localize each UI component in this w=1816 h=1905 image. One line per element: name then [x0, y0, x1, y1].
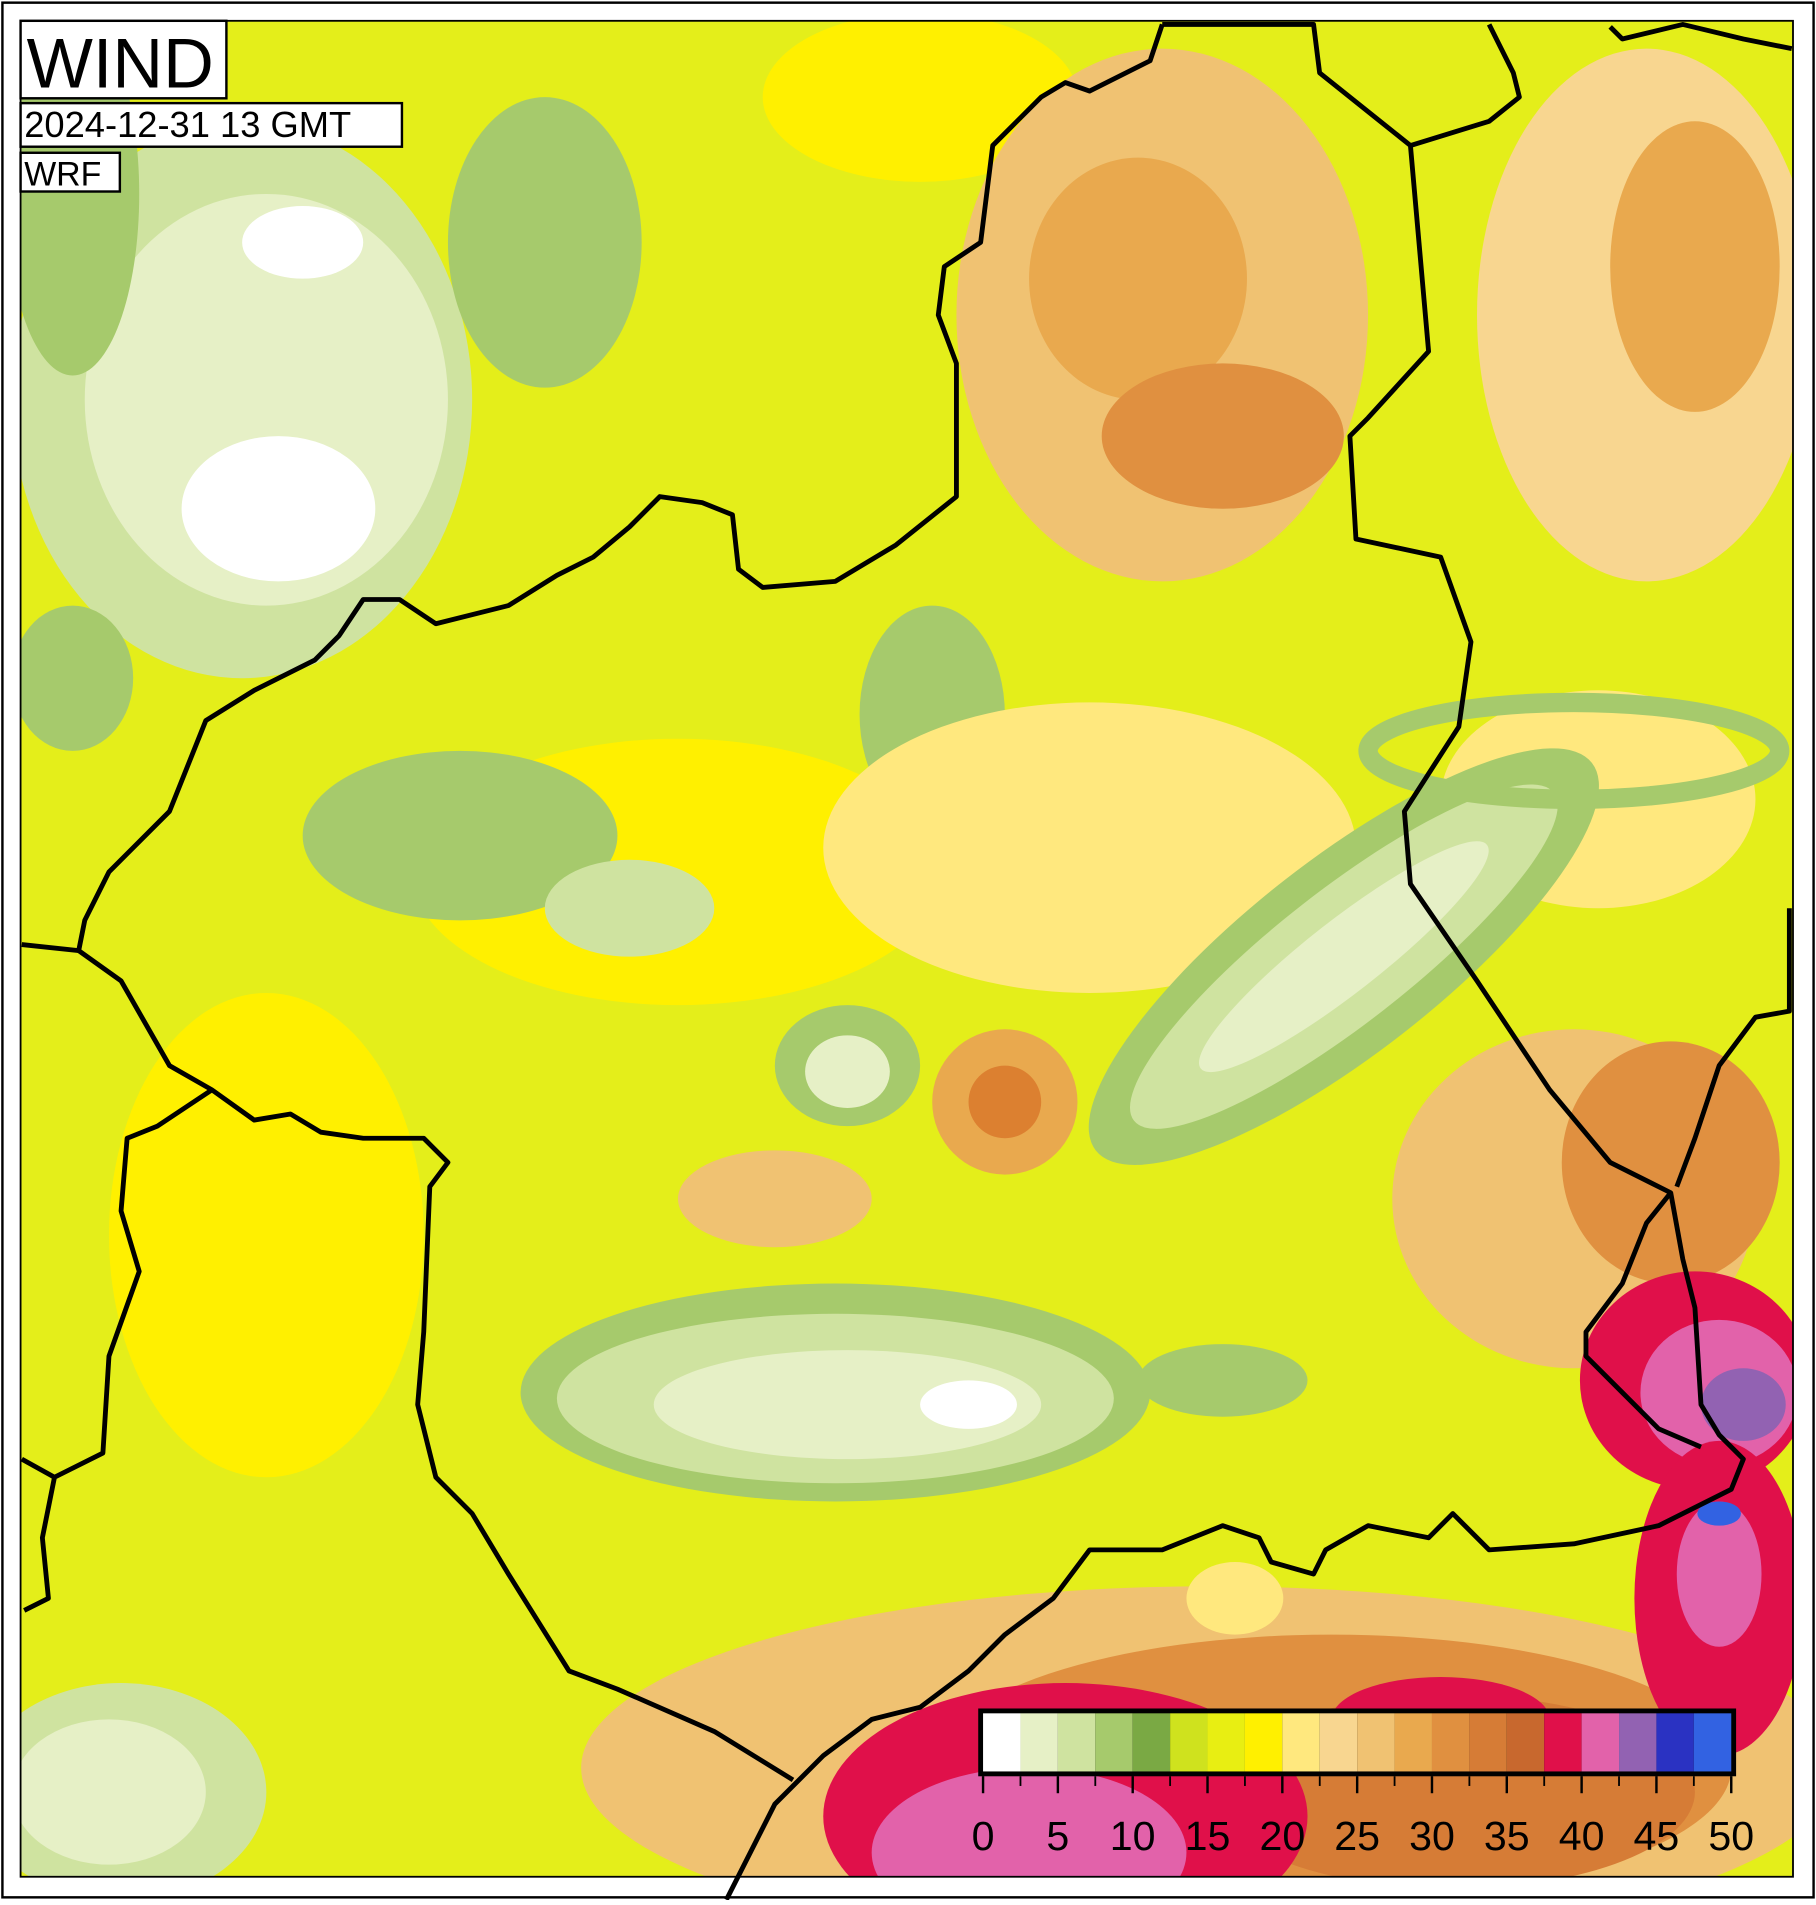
- colorbar-bin: [1656, 1713, 1694, 1772]
- colorbar-bin: [983, 1713, 1021, 1772]
- colorbar: 0 5 10 15 20 25 30 35 40 45 50: [972, 1708, 1754, 1859]
- border-line: [1409, 23, 1522, 148]
- tick-label: 25: [1334, 1813, 1380, 1859]
- colorbar-bin: [1132, 1713, 1171, 1772]
- tick-label: 45: [1634, 1813, 1680, 1859]
- colorbar-bin: [1319, 1713, 1358, 1772]
- colorbar-bin: [1207, 1713, 1245, 1772]
- title-box: [19, 19, 228, 100]
- border-line: [20, 1456, 56, 1480]
- colorbar-bin: [1619, 1713, 1657, 1772]
- border-line: [1608, 22, 1793, 52]
- colorbar-bin: [1244, 1713, 1283, 1772]
- tick-label: 50: [1708, 1813, 1754, 1859]
- border-line: [1674, 908, 1792, 1188]
- colorbar-bin: [1469, 1713, 1507, 1772]
- tick-label: 40: [1559, 1813, 1605, 1859]
- tick-label: 20: [1259, 1813, 1305, 1859]
- border-line: [1583, 1191, 1702, 1450]
- colorbar-bin: [1394, 1713, 1432, 1772]
- colorbar-bin: [1431, 1713, 1470, 1772]
- title: WIND: [27, 23, 214, 102]
- labels: WIND 2024-12-31 13 GMT WRF: [19, 19, 404, 193]
- map-frame: [19, 19, 1794, 1878]
- colorbar-bin: [1357, 1713, 1395, 1772]
- border-line: [76, 23, 1165, 1782]
- model: WRF: [24, 155, 101, 193]
- datetime: 2024-12-31 13 GMT: [24, 104, 351, 145]
- borders: [20, 22, 1793, 1901]
- wind-field: [20, 20, 1793, 1877]
- tick-label: 15: [1185, 1813, 1231, 1859]
- tick-label: 30: [1409, 1813, 1455, 1859]
- tick-label: 35: [1484, 1813, 1530, 1859]
- colorbar-bin: [1581, 1713, 1620, 1772]
- tick-label: 5: [1046, 1813, 1069, 1859]
- colorbar-bin: [1544, 1713, 1582, 1772]
- tick-label: 0: [972, 1813, 995, 1859]
- colorbar-bin: [1693, 1713, 1732, 1772]
- datetime-box: [19, 101, 404, 148]
- tick-label: 10: [1110, 1813, 1156, 1859]
- colorbar-bin: [1057, 1713, 1096, 1772]
- border-line: [21, 942, 79, 954]
- colorbar-bin: [1020, 1713, 1058, 1772]
- colorbar-bin: [1095, 1713, 1133, 1772]
- model-box: [19, 151, 122, 193]
- border-line: [724, 22, 1746, 1901]
- colorbar-bin: [1282, 1713, 1320, 1772]
- border-line: [23, 1087, 214, 1613]
- colorbar-bin: [1506, 1713, 1545, 1772]
- colorbar-bin: [1170, 1713, 1208, 1772]
